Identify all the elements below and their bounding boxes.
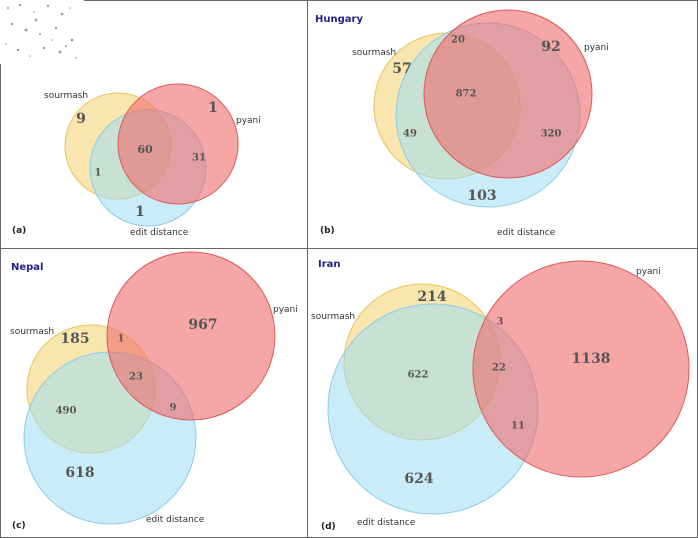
panel-a-label: (a) (12, 226, 26, 236)
panel-a-edit-only-count: 1 (135, 204, 145, 220)
panel-c-pyani-circle (106, 251, 276, 421)
panel-b-edit-distance-label: edit distance (497, 228, 556, 238)
panel-b-pyani-label: pyani (584, 43, 609, 53)
panel-d-title: Iran (318, 259, 341, 270)
panel-a-pyani-circle (117, 83, 239, 205)
panel-a-pyani-only-count: 1 (208, 100, 218, 116)
panel-d-pyani-circle (472, 260, 690, 478)
panel-d-pyani-only-count: 1138 (572, 351, 611, 367)
panel-c-edit-distance-label: edit distance (146, 515, 205, 525)
panel-b: Hungary sourmash pyani edit distance (b)… (315, 9, 609, 238)
panel-a-sourmash-only-count: 9 (76, 111, 86, 127)
panel-b-title: Hungary (315, 14, 363, 25)
panel-d-sourmash-edit-count: 622 (408, 370, 429, 381)
panel-a-sourmash-edit-count: 1 (95, 168, 102, 179)
panel-d-sourmash-label: sourmash (311, 312, 355, 322)
panel-c-edit-only-count: 618 (65, 465, 94, 481)
panel-a: sourmash pyani edit distance (a) 9 1 60 … (12, 83, 261, 238)
panel-b-pyani-only-count: 92 (541, 39, 560, 55)
panel-a-pyani-edit-count: 31 (192, 153, 206, 164)
panel-d-all-three-count: 22 (492, 363, 506, 374)
panel-a-sourmash-label: sourmash (44, 91, 88, 101)
panel-d-sourmash-only-count: 214 (417, 289, 446, 305)
panel-b-edit-only-count: 103 (467, 188, 496, 204)
panel-c-pyani-edit-count: 9 (170, 403, 177, 414)
panel-d: Iran sourmash pyani edit distance (d) 21… (311, 259, 690, 532)
noise-artifact (0, 0, 84, 64)
panel-b-sourmash-only-count: 57 (392, 61, 411, 77)
panel-a-edit-distance-label: edit distance (130, 228, 189, 238)
panel-c-sourmash-edit-count: 490 (56, 406, 77, 417)
panel-d-pyani-edit-count: 11 (511, 421, 525, 432)
panel-c-all-three-count: 23 (129, 372, 143, 383)
panel-c-pyani-only-count: 967 (188, 317, 217, 333)
panel-b-label: (b) (320, 226, 335, 236)
panel-c-sourmash-only-count: 185 (60, 331, 89, 347)
panel-c-label: (c) (12, 521, 26, 531)
panel-c: Nepal sourmash pyani edit distance (c) 1… (10, 251, 298, 531)
panel-b-sourmash-edit-count: 49 (403, 129, 417, 140)
panel-b-pyani-circle (423, 9, 593, 179)
panel-c-pyani-label: pyani (273, 305, 298, 315)
panel-d-edit-only-count: 624 (404, 471, 433, 487)
panel-a-all-three-count: 60 (137, 143, 153, 156)
panel-d-edit-distance-label: edit distance (357, 518, 416, 528)
panel-c-sourmash-label: sourmash (10, 327, 54, 337)
panel-b-sourmash-label: sourmash (352, 48, 396, 58)
panel-a-pyani-label: pyani (236, 116, 261, 126)
panel-b-sourmash-pyani-count: 20 (451, 35, 465, 46)
panel-b-all-three-count: 872 (456, 89, 477, 100)
panel-c-title: Nepal (11, 262, 44, 273)
panel-b-pyani-edit-count: 320 (541, 129, 562, 140)
panel-d-label: (d) (321, 522, 336, 532)
panel-d-sourmash-pyani-count: 3 (497, 317, 504, 328)
panel-d-pyani-label: pyani (636, 267, 661, 277)
panel-c-sourmash-pyani-count: 1 (118, 334, 125, 345)
